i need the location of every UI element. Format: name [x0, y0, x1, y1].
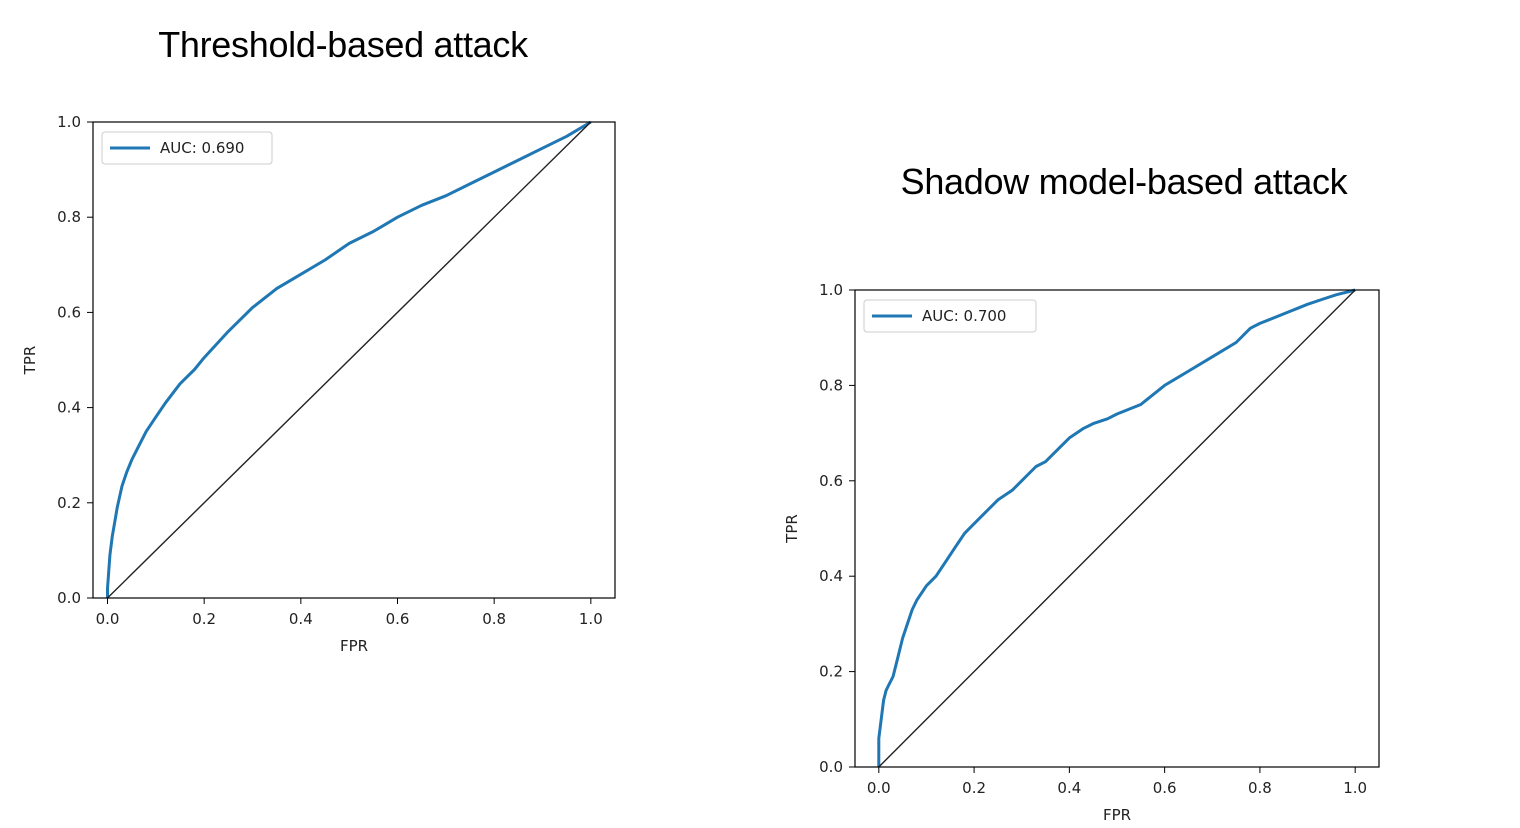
- chart-title-shadow-model: Shadow model-based attack: [900, 161, 1348, 202]
- legend-label: AUC: 0.700: [922, 307, 1006, 325]
- chance-diagonal-line: [878, 289, 1356, 768]
- x-tick-label: 0.4: [1057, 779, 1081, 797]
- y-tick-label: 0.2: [819, 663, 843, 681]
- x-tick-label: 1.0: [1343, 779, 1367, 797]
- legend-box: [101, 131, 273, 165]
- y-tick-label: 0.0: [819, 758, 843, 776]
- y-tick-label: 0.6: [57, 303, 81, 321]
- y-tick-label: 0.8: [57, 208, 81, 226]
- y-tick-label: 0.2: [57, 494, 81, 512]
- y-axis-label: TPR: [783, 514, 801, 544]
- x-tick-label: 0.0: [96, 610, 120, 628]
- plot-area: 0.0 0.2 0.4 0.6 0.8 1.0 0.0 0.2 0.4 0.6 0.8 1.0 FPR T…: [21, 113, 616, 655]
- roc-curve-line: [106, 120, 592, 598]
- x-tick-label: 1.0: [579, 610, 603, 628]
- legend-label: AUC: 0.690: [160, 139, 244, 157]
- y-tick-label: 0.8: [819, 376, 843, 394]
- y-tick-label: 0.4: [819, 567, 843, 585]
- y-axis-label: TPR: [21, 346, 39, 376]
- legend: AUC: 0.700: [863, 299, 1037, 333]
- axes-frame: [92, 121, 616, 599]
- x-tick-label: 0.2: [962, 779, 986, 797]
- x-tick-label: 0.8: [482, 610, 506, 628]
- y-tick-label: 0.6: [819, 472, 843, 490]
- axes-frame: [854, 289, 1380, 768]
- y-tick-label: 1.0: [57, 113, 81, 131]
- x-tick-label: 0.0: [867, 779, 891, 797]
- x-axis-label: FPR: [340, 637, 368, 655]
- x-tick-label: 0.2: [192, 610, 216, 628]
- x-tick-label: 0.6: [386, 610, 410, 628]
- chance-diagonal-line: [107, 121, 592, 599]
- x-tick-label: 0.4: [289, 610, 313, 628]
- x-axis-label: FPR: [1103, 806, 1131, 824]
- roc-curve-line: [877, 288, 1356, 767]
- y-tick-label: 0.4: [57, 399, 81, 417]
- chart-title-threshold: Threshold-based attack: [158, 24, 528, 65]
- x-tick-label: 0.6: [1153, 779, 1177, 797]
- x-tick-label: 0.8: [1248, 779, 1272, 797]
- legend-box: [863, 299, 1037, 333]
- plot-area: 0.0 0.2 0.4 0.6 0.8 1.0 0.0 0.2 0.4 0.6 0.8 1.0 FPR T…: [783, 281, 1380, 824]
- y-tick-label: 0.0: [57, 589, 81, 607]
- y-tick-label: 1.0: [819, 281, 843, 299]
- legend: AUC: 0.690: [101, 131, 273, 165]
